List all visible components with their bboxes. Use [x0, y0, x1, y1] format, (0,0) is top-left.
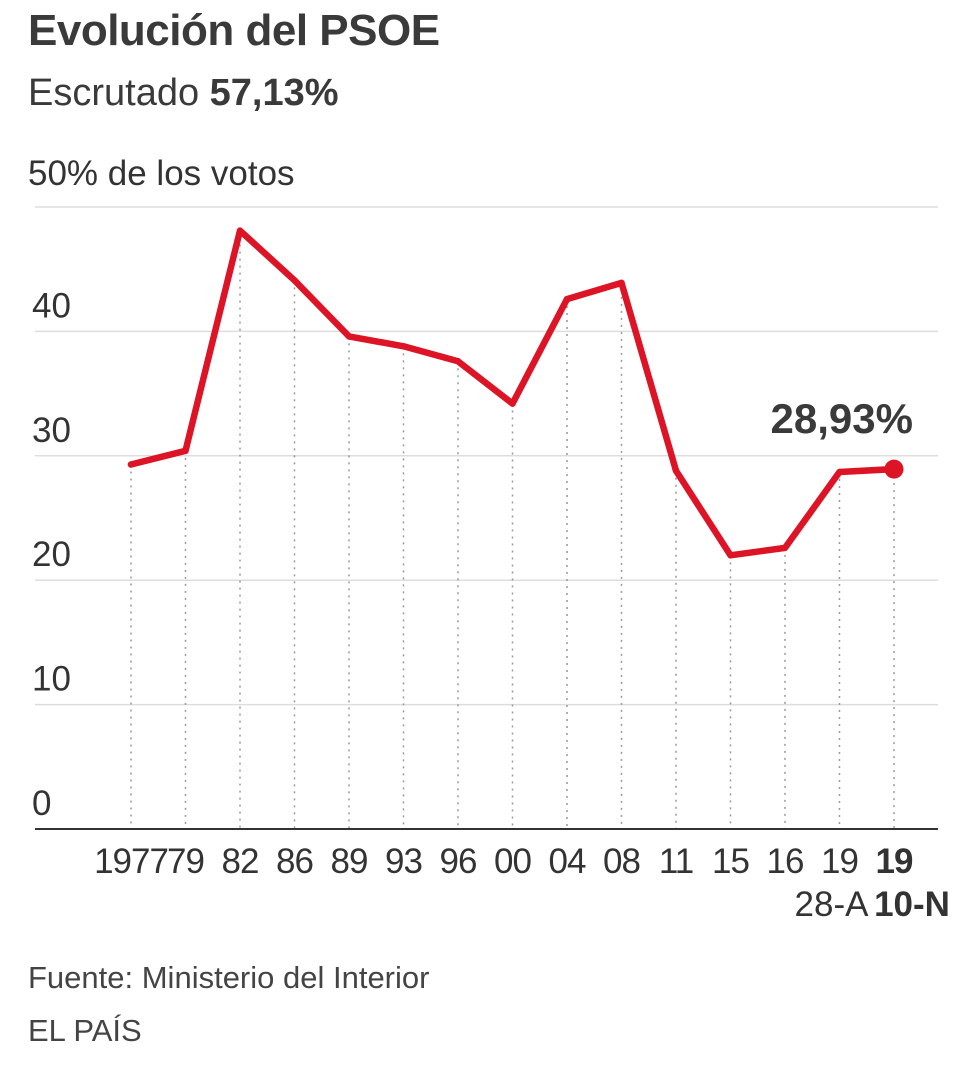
line-chart: 50% de los votos 0 10 20 30 40 28,93% 1977 79 82 8…	[28, 154, 950, 924]
data-point-5	[400, 343, 407, 350]
x-tick-label-10: 11	[659, 842, 693, 881]
annotation-last-value: 28,93%	[771, 395, 913, 442]
y-tick-label-0: 0	[32, 784, 51, 823]
scrutiny-label: Escrutado	[28, 72, 200, 114]
data-point-8	[563, 295, 571, 303]
y-axis-label: 50% de los votos	[28, 154, 295, 193]
publisher-brand: EL PAÍS	[28, 1013, 142, 1048]
x-tick-label-1: 79	[167, 842, 204, 881]
x-tick-label-14: 19	[876, 842, 913, 881]
x-tick-label-2: 82	[222, 842, 259, 881]
x-tick-sublabel-14: 10-N	[874, 885, 950, 924]
x-tick-sublabel-13: 28-A	[795, 885, 870, 924]
data-point-14	[884, 459, 904, 479]
x-tick-label-9: 08	[603, 842, 640, 881]
x-tick-label-5: 93	[385, 842, 422, 881]
x-tick-label-6: 96	[440, 842, 477, 881]
chart-title: Evolución del PSOE	[28, 6, 440, 55]
x-tick-label-11: 15	[712, 842, 749, 881]
x-tick-label-0: 1977	[94, 842, 168, 881]
data-point-2	[236, 227, 244, 234]
data-point-4	[345, 333, 353, 340]
x-tick-label-13: 19	[821, 842, 858, 881]
data-point-13	[836, 468, 843, 476]
y-tick-label-30: 30	[32, 411, 71, 450]
data-point-1	[182, 447, 189, 455]
y-tick-label-10: 10	[32, 660, 71, 699]
x-tick-label-3: 86	[276, 842, 313, 881]
y-tick-label-40: 40	[32, 286, 71, 325]
series-line-psoe	[127, 227, 898, 559]
data-point-12	[781, 544, 789, 552]
scrutiny-status: Escrutado 57,13%	[28, 72, 339, 115]
data-point-6	[454, 358, 462, 365]
data-point-7	[509, 400, 516, 407]
data-point-0	[127, 461, 135, 468]
scrutiny-value: 57,13%	[209, 72, 339, 114]
data-point-11	[727, 552, 734, 559]
source-note: Fuente: Ministerio del Interior	[28, 960, 430, 995]
data-point-3	[291, 277, 298, 284]
x-tick-label-8: 04	[549, 842, 586, 881]
x-tick-label-12: 16	[767, 842, 804, 881]
x-tick-label-7: 00	[494, 842, 531, 881]
data-point-9	[618, 279, 625, 287]
x-tick-label-4: 89	[331, 842, 368, 881]
data-point-10	[672, 467, 680, 474]
y-tick-label-20: 20	[32, 535, 71, 574]
